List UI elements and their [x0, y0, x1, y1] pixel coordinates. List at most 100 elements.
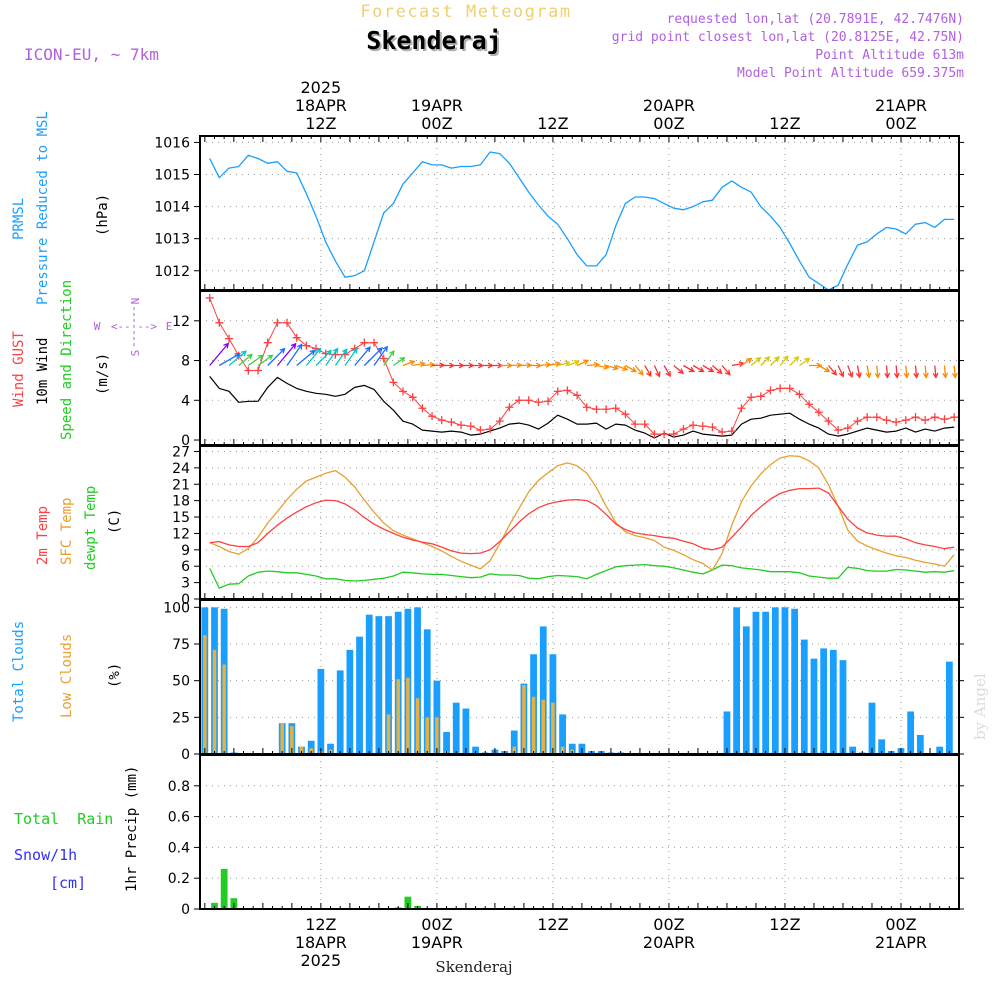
- pressure-ytick-label: 1014: [154, 200, 190, 216]
- gust-marker: [863, 413, 872, 422]
- compass-e: E: [166, 320, 173, 333]
- gust-marker: [428, 412, 437, 421]
- wind-arrow: [276, 342, 297, 366]
- model-altitude: Model Point Altitude 659.375m: [737, 66, 964, 81]
- pressure-ytick-label: 1012: [154, 264, 190, 280]
- gust-marker: [824, 417, 833, 426]
- gust-marker: [640, 420, 649, 429]
- gust-marker: [486, 425, 495, 434]
- total-cloud-bar: [307, 740, 315, 754]
- total-cloud-bar: [839, 660, 847, 754]
- wind-arrow: [837, 365, 845, 378]
- wind-arrow: [615, 364, 629, 372]
- total-cloud-bar: [317, 668, 325, 754]
- total-cloud-bar: [878, 739, 886, 754]
- wind-arrow: [903, 365, 910, 379]
- gust-marker: [805, 400, 814, 409]
- wind-arrow: [711, 365, 723, 375]
- gust-label: Wind GUST: [11, 331, 27, 407]
- total-cloud-bar: [510, 730, 518, 754]
- temp-ytick-label: 9: [181, 543, 190, 559]
- temp-ytick-label: 15: [172, 510, 190, 526]
- wind-arrow: [750, 356, 762, 366]
- total-cloud-bar: [346, 649, 354, 754]
- wind-arrow: [296, 349, 316, 366]
- gust-marker: [379, 354, 388, 363]
- total-cloud-bar: [742, 626, 750, 754]
- precip-ytick-label: 0.8: [168, 779, 190, 795]
- low-cloud-bar: [406, 677, 410, 754]
- rain-label: Total Rain: [14, 810, 113, 828]
- total-cloud-bar: [849, 746, 857, 754]
- wind-arrow: [363, 347, 383, 366]
- wind-arrow: [209, 342, 230, 366]
- low-cloud-bar: [522, 685, 526, 754]
- temp-unit: (C): [107, 509, 123, 534]
- gust-marker: [756, 392, 765, 401]
- wind-ytick-label: 0: [181, 433, 190, 449]
- total-cloud-bar: [868, 702, 876, 754]
- time-label-top: 18APR: [295, 96, 347, 115]
- gust-marker: [698, 422, 707, 431]
- total-cloud-bar: [414, 607, 421, 754]
- gust-marker: [766, 386, 775, 395]
- wind-gust-line: [209, 297, 955, 435]
- time-label-top: 00Z: [885, 114, 916, 133]
- gust-marker: [553, 387, 562, 396]
- total-cloud-bar: [820, 648, 828, 754]
- wind-arrow: [238, 353, 253, 366]
- total-cloud-bar: [723, 711, 731, 754]
- total-cloud-bar: [791, 608, 799, 754]
- gust-marker: [457, 421, 466, 430]
- wind-arrow: [721, 365, 731, 376]
- gust-marker: [263, 338, 272, 347]
- wind-arrow: [557, 360, 571, 367]
- total-cloud-bar: [907, 711, 915, 754]
- total-cloud-bar: [733, 607, 741, 754]
- compass-w: W: [94, 320, 101, 333]
- gust-marker: [515, 396, 524, 405]
- precip-unit: 1hr Precip (mm): [124, 766, 140, 892]
- gust-marker: [592, 405, 601, 414]
- gust-marker: [534, 398, 543, 407]
- low-cloud-bar: [551, 702, 555, 754]
- wind-arrow: [315, 349, 332, 366]
- wind-arrow: [828, 365, 838, 376]
- gust-marker: [650, 430, 659, 439]
- wind-arrow: [653, 365, 661, 378]
- dewpt-label: dewpt Temp: [83, 486, 99, 570]
- total-cloud-bar: [385, 616, 392, 754]
- wind-arrow: [855, 365, 862, 379]
- pressure-frame: [199, 135, 960, 291]
- time-label-top: 19APR: [411, 96, 463, 115]
- location-title: Skenderaj: [368, 28, 503, 57]
- gust-marker: [834, 426, 843, 435]
- wind-arrow: [770, 356, 780, 366]
- gust-marker: [843, 424, 852, 433]
- total-cloud-bar: [568, 743, 576, 754]
- total-cloud-bar: [916, 734, 924, 754]
- gust-marker: [901, 416, 910, 425]
- gust-marker: [225, 334, 234, 343]
- precip-ytick-label: 0.6: [168, 810, 190, 826]
- wind-dir-label: Speed and Direction: [59, 280, 75, 440]
- wind-arrow: [692, 364, 705, 373]
- gust-marker: [205, 293, 214, 302]
- low-cloud-bar: [222, 664, 226, 754]
- temp-ytick-label: 18: [172, 494, 190, 510]
- compass-n: N: [129, 298, 142, 305]
- gust-marker: [244, 366, 253, 375]
- total-cloud-bar: [810, 658, 818, 754]
- time-label-bottom: 00Z: [653, 915, 684, 934]
- low-cloud-bar: [290, 726, 294, 754]
- wind-arrow: [586, 361, 601, 368]
- time-label-bottom: 18APR: [295, 933, 347, 952]
- wind-arrow: [913, 365, 920, 379]
- gust-marker: [814, 408, 823, 417]
- gust-marker: [795, 390, 804, 399]
- compass-s: S: [129, 350, 142, 357]
- gust-marker: [544, 397, 553, 406]
- low-cloud-bar: [560, 746, 565, 754]
- time-label-bottom: 00Z: [421, 915, 452, 934]
- total-cloud-bar: [752, 611, 760, 754]
